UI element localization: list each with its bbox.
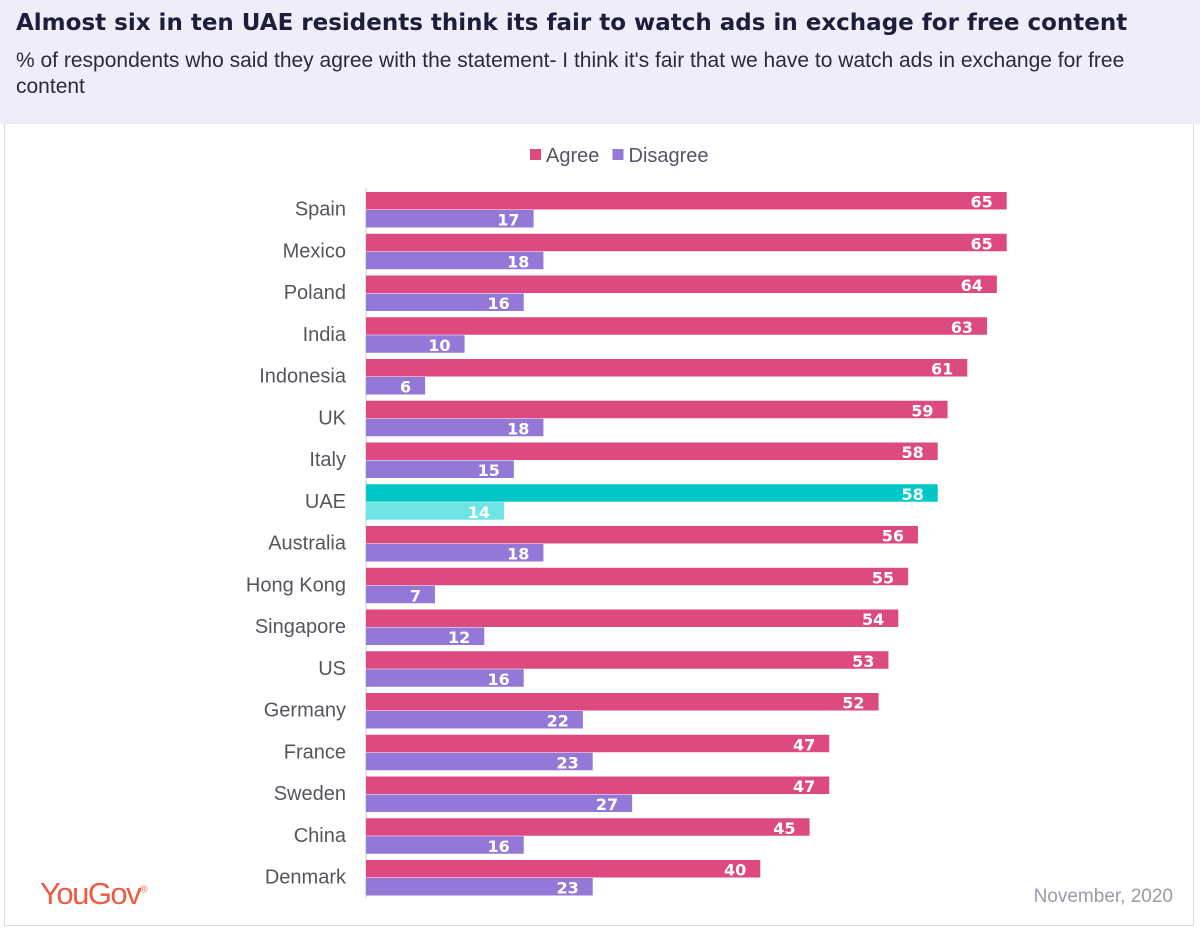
- bar-agree-france: [366, 734, 830, 753]
- category-label-australia: Australia: [268, 533, 347, 555]
- survey-date: November, 2020: [1033, 886, 1173, 907]
- data-label-disagree-germany: 22: [547, 712, 569, 731]
- data-label-disagree-us: 16: [487, 670, 509, 689]
- bar-disagree-australia: [366, 544, 544, 562]
- data-label-agree-china: 45: [773, 819, 795, 838]
- category-label-china: China: [294, 825, 347, 847]
- data-label-agree-australia: 56: [882, 527, 904, 546]
- data-label-disagree-indonesia: 6: [400, 378, 411, 397]
- category-label-indonesia: Indonesia: [259, 366, 347, 388]
- registered-mark-icon: ®: [140, 884, 147, 896]
- legend-label-agree: Agree: [546, 145, 599, 167]
- bar-disagree-us: [366, 669, 524, 687]
- data-label-agree-india: 63: [951, 318, 973, 337]
- category-label-singapore: Singapore: [255, 616, 346, 638]
- category-label-mexico: Mexico: [283, 240, 346, 262]
- bar-disagree-denmark: [366, 878, 593, 896]
- category-label-uk: UK: [318, 407, 346, 429]
- legend-swatch-agree: [530, 149, 541, 160]
- bar-disagree-hong-kong: [366, 585, 435, 604]
- bar-agree-china: [366, 818, 810, 836]
- category-label-sweden: Sweden: [274, 783, 346, 805]
- data-label-agree-sweden: 47: [793, 777, 815, 796]
- category-label-uae: UAE: [305, 491, 346, 513]
- bar-disagree-spain: [366, 210, 534, 228]
- data-label-agree-hong-kong: 55: [872, 568, 894, 587]
- bar-agree-us: [366, 651, 889, 669]
- bar-disagree-poland: [366, 293, 524, 311]
- category-label-us: US: [318, 658, 346, 680]
- category-label-india: India: [303, 324, 347, 346]
- category-label-poland: Poland: [284, 282, 346, 304]
- data-label-agree-germany: 52: [842, 694, 864, 713]
- bar-disagree-indonesia: [366, 377, 426, 395]
- data-label-agree-france: 47: [793, 735, 815, 754]
- data-label-agree-uk: 59: [911, 401, 933, 420]
- bar-disagree-germany: [366, 711, 583, 729]
- bar-disagree-singapore: [366, 627, 485, 645]
- data-label-disagree-australia: 18: [507, 545, 529, 564]
- category-label-germany: Germany: [264, 700, 346, 722]
- legend-label-disagree: Disagree: [629, 145, 709, 167]
- bar-agree-india: [366, 317, 987, 335]
- yougov-logo: YouGov®: [40, 876, 148, 912]
- bar-agree-mexico: [366, 233, 1007, 252]
- data-label-disagree-uae: 14: [468, 503, 490, 522]
- data-label-agree-italy: 58: [901, 443, 923, 462]
- data-label-disagree-sweden: 27: [596, 795, 618, 814]
- bar-agree-denmark: [366, 860, 761, 878]
- legend-swatch-disagree: [612, 149, 624, 160]
- category-label-france: France: [284, 741, 346, 763]
- bar-disagree-uk: [366, 418, 544, 437]
- chart-title: Almost six in ten UAE residents think it…: [16, 10, 1128, 36]
- data-label-agree-poland: 64: [961, 276, 983, 295]
- bar-agree-indonesia: [366, 359, 968, 377]
- data-label-disagree-denmark: 23: [556, 879, 578, 898]
- bar-disagree-china: [366, 836, 524, 854]
- bar-agree-poland: [366, 275, 997, 293]
- brand-name: YouGov: [40, 876, 142, 911]
- bar-agree-spain: [366, 192, 1007, 210]
- bar-disagree-france: [366, 752, 593, 771]
- bar-agree-hong-kong: [366, 567, 909, 586]
- category-label-denmark: Denmark: [265, 867, 347, 889]
- bar-agree-sweden: [366, 776, 830, 794]
- data-label-disagree-poland: 16: [487, 294, 509, 313]
- data-label-disagree-china: 16: [487, 837, 509, 856]
- chart-subtitle: % of respondents who said they agree wit…: [16, 49, 1125, 98]
- category-label-italy: Italy: [309, 449, 346, 471]
- bar-disagree-italy: [366, 460, 514, 478]
- bar-agree-uk: [366, 400, 948, 419]
- category-label-hong-kong: Hong Kong: [246, 574, 346, 596]
- data-label-agree-spain: 65: [970, 193, 992, 212]
- data-label-disagree-india: 10: [428, 336, 450, 355]
- bar-disagree-india: [366, 335, 465, 353]
- chart-header: Almost six in ten UAE residents think it…: [0, 0, 1200, 124]
- data-label-disagree-uk: 18: [507, 419, 529, 438]
- bar-agree-italy: [366, 442, 938, 460]
- data-label-agree-singapore: 54: [862, 610, 884, 629]
- data-label-disagree-italy: 15: [478, 461, 500, 480]
- data-label-agree-uae: 58: [901, 485, 923, 504]
- data-label-disagree-mexico: 18: [507, 252, 529, 271]
- data-label-agree-mexico: 65: [970, 234, 992, 253]
- data-label-agree-indonesia: 61: [931, 360, 953, 379]
- data-label-disagree-france: 23: [556, 753, 578, 772]
- bar-disagree-uae: [366, 502, 504, 520]
- category-label-spain: Spain: [295, 199, 346, 221]
- bar-agree-singapore: [366, 609, 899, 627]
- data-label-agree-denmark: 40: [724, 861, 746, 880]
- data-label-disagree-spain: 17: [497, 211, 519, 230]
- bar-disagree-sweden: [366, 794, 633, 812]
- bar-agree-australia: [366, 526, 918, 544]
- data-label-disagree-singapore: 12: [448, 628, 470, 647]
- bar-disagree-mexico: [366, 251, 544, 270]
- data-label-agree-us: 53: [852, 652, 874, 671]
- data-label-disagree-hong-kong: 7: [410, 586, 421, 605]
- bar-agree-germany: [366, 693, 879, 711]
- bar-agree-uae: [366, 484, 938, 502]
